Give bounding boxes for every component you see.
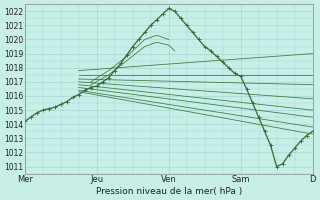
X-axis label: Pression niveau de la mer( hPa ): Pression niveau de la mer( hPa ) bbox=[96, 187, 242, 196]
